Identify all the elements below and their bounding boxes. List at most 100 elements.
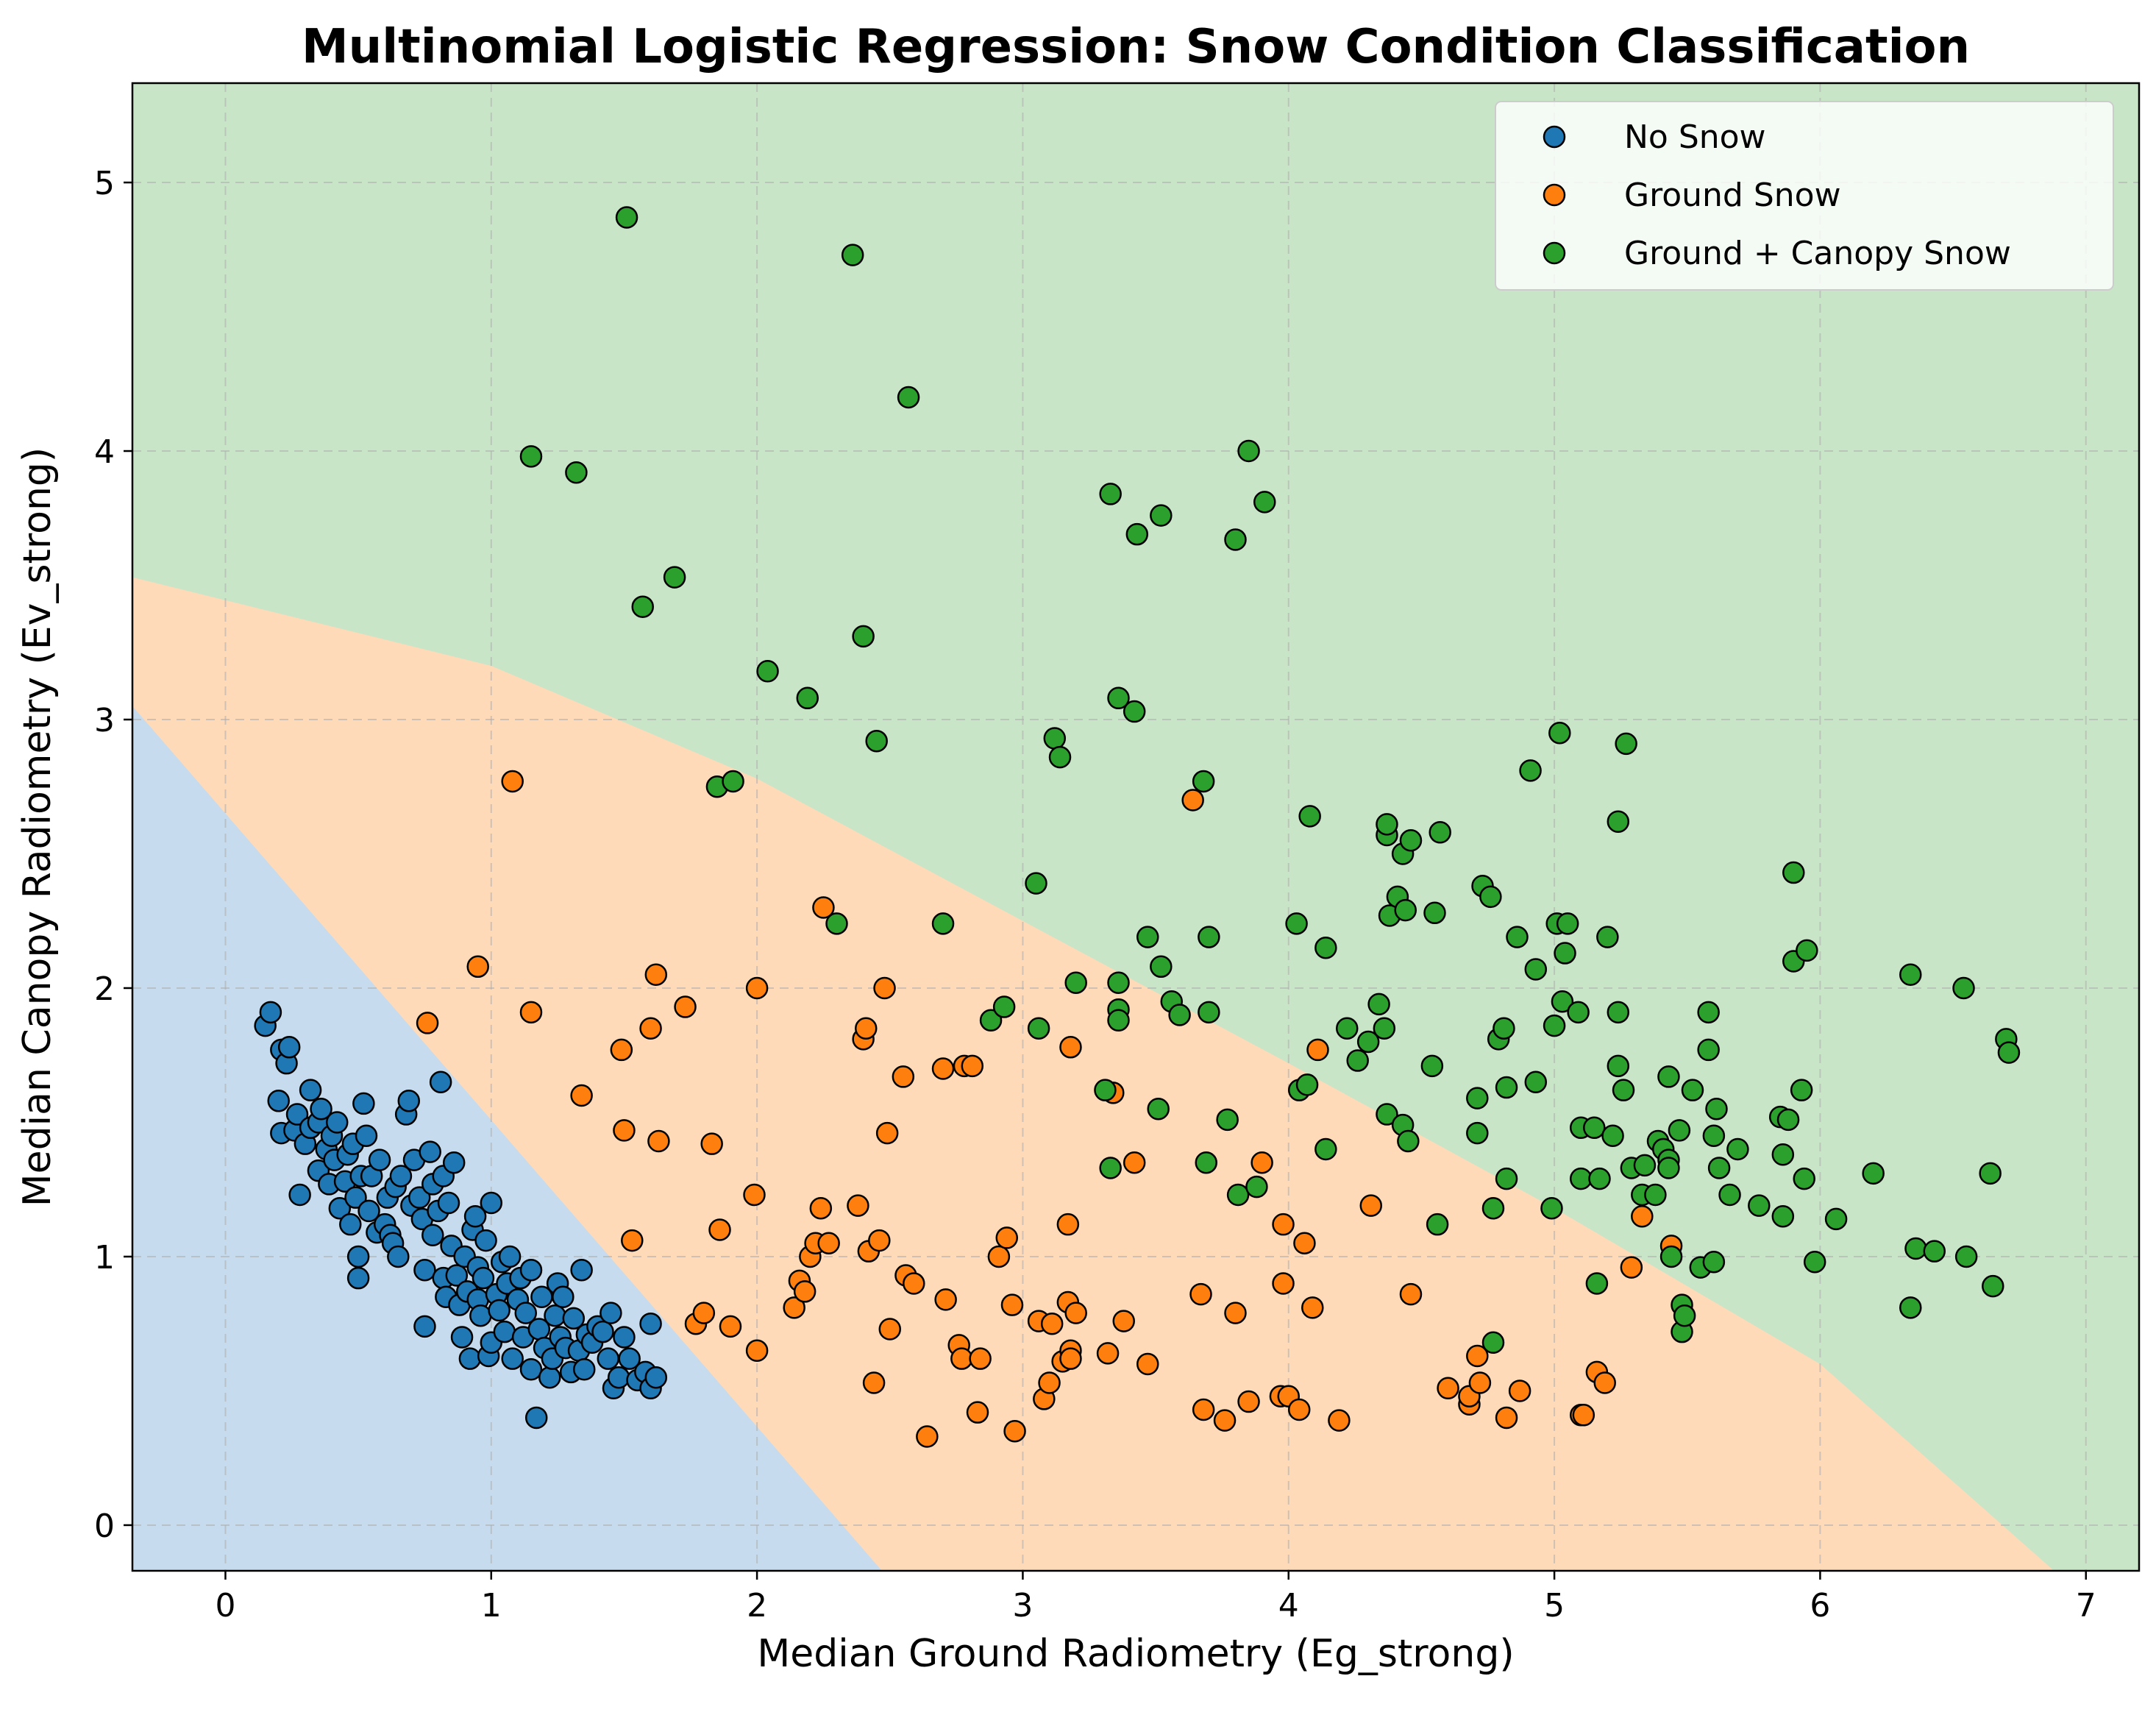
data-point bbox=[719, 1315, 742, 1338]
data-point bbox=[1237, 439, 1260, 463]
data-point bbox=[1367, 993, 1390, 1016]
data-point bbox=[1099, 483, 1122, 505]
x-tick-label: 0 bbox=[215, 1587, 235, 1625]
data-point bbox=[743, 1183, 766, 1207]
data-point bbox=[570, 1258, 593, 1282]
data-point bbox=[1803, 1251, 1826, 1274]
data-point bbox=[1245, 1175, 1268, 1199]
data-point bbox=[1793, 1167, 1815, 1190]
data-point bbox=[817, 1232, 840, 1254]
data-point bbox=[357, 1199, 380, 1223]
data-point bbox=[615, 206, 638, 229]
data-point bbox=[1038, 1371, 1061, 1394]
y-tick-label: 2 bbox=[94, 970, 115, 1008]
chart-title: Multinomial Logistic Regression: Snow Co… bbox=[302, 20, 1970, 74]
data-point bbox=[1607, 810, 1630, 833]
data-point bbox=[544, 1304, 566, 1327]
data-point bbox=[437, 1191, 460, 1215]
data-point bbox=[631, 595, 654, 618]
y-tick-label: 0 bbox=[94, 1508, 115, 1545]
data-point bbox=[1705, 1097, 1728, 1121]
data-point bbox=[466, 955, 489, 979]
data-point bbox=[339, 1212, 362, 1236]
data-point bbox=[1569, 1167, 1593, 1190]
data-point bbox=[1423, 901, 1446, 925]
data-point bbox=[995, 1226, 1019, 1249]
data-point bbox=[1027, 1017, 1050, 1040]
data-point bbox=[1112, 1310, 1135, 1332]
data-point bbox=[1796, 939, 1818, 962]
data-point bbox=[1631, 1204, 1654, 1228]
data-point bbox=[1620, 1256, 1643, 1279]
data-point bbox=[1136, 926, 1159, 948]
data-point bbox=[1336, 1017, 1359, 1040]
data-point bbox=[1025, 872, 1047, 895]
data-point bbox=[1048, 745, 1072, 769]
data-point bbox=[1585, 1272, 1609, 1295]
data-point bbox=[408, 1186, 431, 1209]
data-point bbox=[1059, 1347, 1082, 1370]
data-point bbox=[346, 1266, 370, 1290]
data-point bbox=[1493, 1017, 1515, 1040]
data-point bbox=[916, 1425, 939, 1448]
legend-marker bbox=[1543, 183, 1566, 207]
data-point bbox=[310, 1097, 332, 1121]
data-point bbox=[878, 1318, 902, 1341]
legend-marker bbox=[1543, 125, 1566, 149]
data-point bbox=[368, 1148, 391, 1171]
data-point bbox=[644, 963, 668, 986]
data-point bbox=[934, 1288, 957, 1311]
data-point bbox=[480, 1191, 503, 1215]
data-point bbox=[1615, 732, 1637, 756]
data-point bbox=[873, 976, 896, 1000]
data-point bbox=[413, 1258, 436, 1282]
data-point bbox=[875, 1121, 899, 1145]
data-point bbox=[1607, 1001, 1630, 1024]
region-no-snow bbox=[132, 706, 882, 1571]
data-point bbox=[950, 1347, 973, 1370]
data-point bbox=[387, 1245, 410, 1268]
data-point bbox=[1040, 1312, 1064, 1335]
data-point bbox=[562, 1307, 586, 1330]
data-point bbox=[987, 1245, 1011, 1268]
data-point bbox=[1495, 1076, 1518, 1099]
data-point bbox=[1466, 1344, 1489, 1368]
data-point bbox=[1043, 727, 1067, 750]
data-point bbox=[416, 1012, 439, 1034]
data-point bbox=[1420, 1054, 1444, 1078]
data-point bbox=[1301, 1296, 1324, 1319]
data-point bbox=[855, 1017, 878, 1040]
data-point bbox=[644, 1366, 668, 1389]
series-0 bbox=[254, 1001, 668, 1430]
data-point bbox=[1328, 1409, 1351, 1432]
data-point bbox=[1426, 1212, 1449, 1236]
legend-box bbox=[1495, 101, 2114, 291]
data-point bbox=[1213, 1409, 1237, 1432]
data-point bbox=[1429, 821, 1451, 844]
data-point bbox=[1107, 971, 1130, 994]
data-point bbox=[552, 1285, 574, 1308]
data-point bbox=[397, 1090, 421, 1112]
data-point bbox=[1702, 1124, 1726, 1147]
data-point bbox=[493, 1320, 516, 1343]
plot-frame bbox=[131, 82, 2141, 1572]
data-point bbox=[1147, 1097, 1170, 1121]
data-point bbox=[1189, 1282, 1212, 1306]
data-point bbox=[1059, 1036, 1082, 1059]
data-point bbox=[285, 1103, 309, 1126]
data-point bbox=[1250, 1151, 1273, 1174]
data-point bbox=[809, 1197, 833, 1220]
data-point bbox=[1394, 898, 1417, 922]
data-point bbox=[573, 1358, 596, 1381]
data-point bbox=[825, 912, 848, 935]
data-point bbox=[1150, 504, 1173, 527]
data-point bbox=[429, 1070, 452, 1093]
data-point bbox=[325, 1111, 349, 1134]
data-point bbox=[1181, 789, 1204, 812]
data-point bbox=[1399, 828, 1423, 852]
data-point bbox=[647, 1129, 670, 1153]
data-point bbox=[1782, 861, 1805, 884]
data-point bbox=[903, 1272, 925, 1295]
data-point bbox=[1506, 926, 1529, 948]
data-point bbox=[538, 1366, 561, 1389]
